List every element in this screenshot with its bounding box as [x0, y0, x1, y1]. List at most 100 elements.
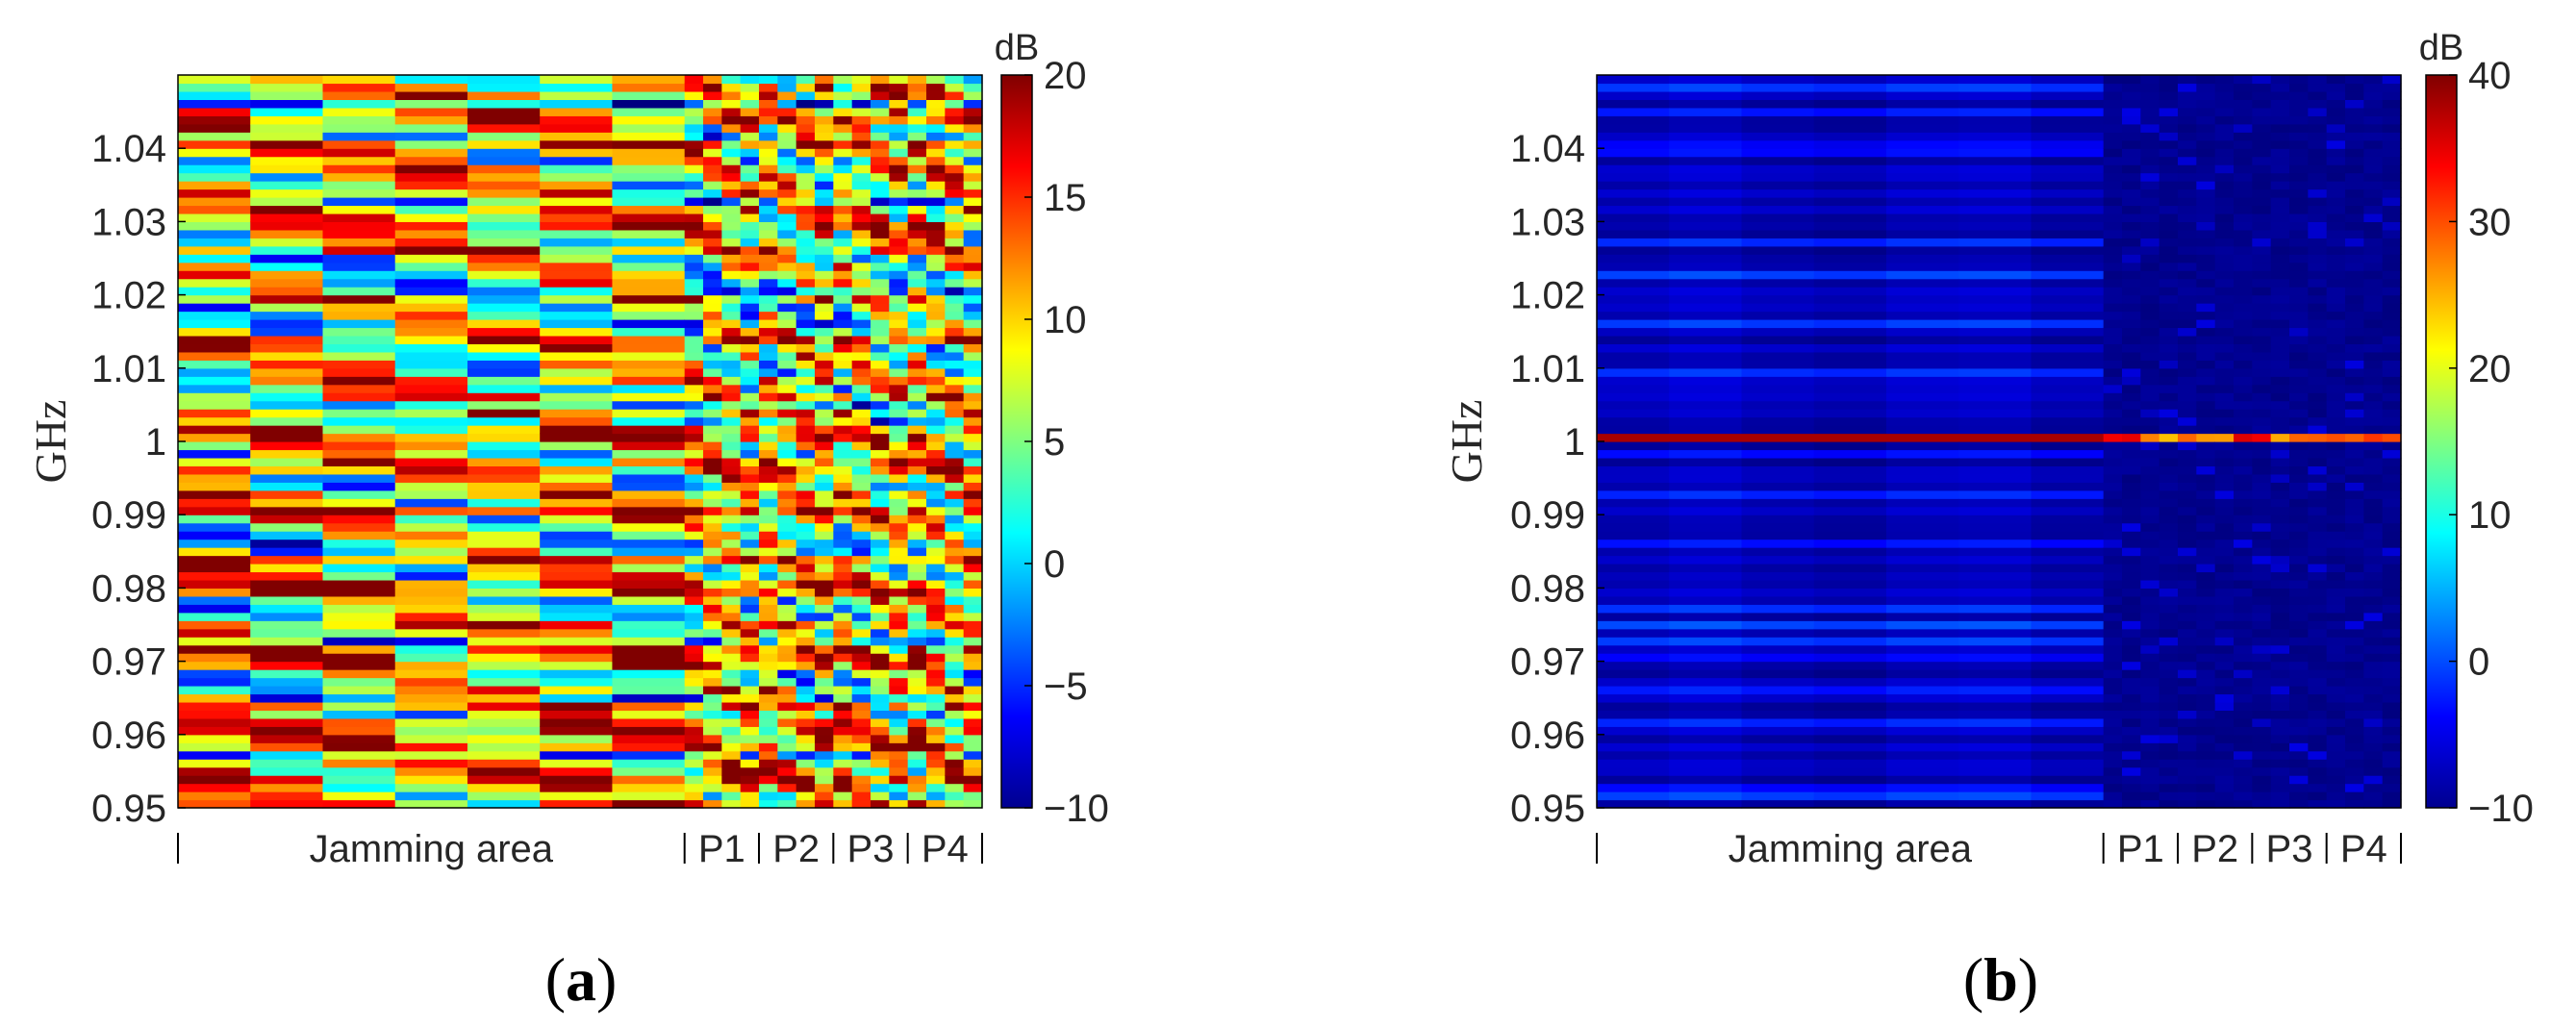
heatmap-cell	[1813, 473, 1887, 483]
heatmap-cell	[2178, 759, 2197, 768]
heatmap-cell	[945, 701, 965, 711]
heatmap-cell	[1741, 604, 1815, 614]
heatmap-cell	[467, 547, 541, 557]
heatmap-cell	[2178, 425, 2197, 435]
heatmap-cell	[2196, 287, 2216, 296]
heatmap-cell	[2270, 90, 2290, 100]
heatmap-cell	[2159, 433, 2179, 442]
heatmap-cell	[2196, 750, 2216, 760]
heatmap-cell	[2382, 473, 2402, 483]
heatmap-cell	[1885, 661, 1959, 670]
heatmap-cell	[684, 531, 704, 540]
heatmap-cell	[815, 115, 834, 125]
heatmap-cell	[945, 766, 965, 776]
heatmap-cell	[833, 229, 853, 238]
heatmap-cell	[250, 734, 324, 743]
heatmap-cell	[871, 392, 890, 402]
heatmap-cell	[759, 571, 778, 581]
heatmap-cell	[796, 384, 816, 393]
heatmap-cell	[2103, 637, 2123, 646]
heatmap-cell	[2382, 799, 2402, 809]
heatmap-cell	[777, 270, 797, 280]
heatmap-cell	[2345, 181, 2364, 190]
heatmap-cell	[2234, 400, 2253, 410]
heatmap-cell	[2122, 172, 2141, 182]
heatmap-cell	[612, 547, 686, 557]
heatmap-cell	[540, 620, 614, 630]
heatmap-cell	[2363, 489, 2384, 499]
heatmap-cell	[2270, 604, 2290, 614]
heatmap-cell	[2382, 139, 2402, 149]
heatmap-cell	[540, 571, 614, 581]
heatmap-cell	[178, 612, 251, 621]
heatmap-cell	[963, 759, 983, 768]
heatmap-cell	[2289, 759, 2309, 768]
heatmap-cell	[2122, 677, 2141, 687]
heatmap-cell	[2308, 677, 2328, 687]
heatmap-cell	[2214, 238, 2235, 247]
heatmap-cell	[2234, 367, 2253, 377]
heatmap-cell	[1741, 139, 1815, 149]
heatmap-cell	[2178, 311, 2197, 320]
heatmap-cell	[2214, 123, 2235, 133]
heatmap-cell	[612, 759, 686, 768]
heatmap-cell	[2196, 717, 2216, 727]
heatmap-cell	[2270, 775, 2290, 785]
heatmap-cell	[703, 75, 722, 85]
heatmap-cell	[2326, 107, 2346, 116]
heatmap-cell	[684, 644, 704, 654]
heatmap-cell	[684, 188, 704, 198]
heatmap-cell	[1813, 595, 1887, 605]
heatmap-cell	[721, 498, 742, 508]
heatmap-cell	[926, 759, 946, 768]
heatmap-cell	[2214, 278, 2235, 288]
heatmap-cell	[684, 360, 704, 369]
heatmap-cell	[2214, 653, 2235, 663]
heatmap-cell	[889, 287, 909, 296]
heatmap-cell	[2270, 335, 2290, 344]
heatmap-cell	[777, 360, 797, 369]
heatmap-cell	[889, 384, 909, 393]
heatmap-cell	[1958, 132, 2033, 141]
heatmap-cell	[871, 287, 890, 296]
heatmap-cell	[907, 205, 927, 214]
heatmap-cell	[777, 588, 797, 597]
heatmap-cell	[703, 425, 722, 435]
heatmap-cell	[2159, 644, 2179, 654]
heatmap-cell	[684, 205, 704, 214]
heatmap-cell	[759, 539, 778, 548]
heatmap-cell	[907, 107, 927, 116]
heatmap-cell	[907, 164, 927, 174]
heatmap-cell	[322, 465, 396, 475]
heatmap-cell	[871, 498, 890, 508]
heatmap-cell	[2122, 164, 2141, 174]
heatmap-cell	[2252, 742, 2272, 752]
heatmap-cell	[2234, 90, 2253, 100]
y-tick-label: 1.01	[1510, 348, 1585, 390]
heatmap-cell	[703, 416, 722, 426]
heatmap-cell	[2196, 644, 2216, 654]
heatmap-cell	[815, 555, 834, 565]
heatmap-cell	[2214, 409, 2235, 418]
heatmap-cell	[1813, 205, 1887, 214]
heatmap-cell	[945, 376, 965, 386]
heatmap-cell	[394, 416, 468, 426]
heatmap-cell	[871, 653, 890, 663]
heatmap-cell	[721, 686, 742, 695]
heatmap-cell	[2140, 539, 2160, 548]
heatmap-cell	[394, 90, 468, 100]
heatmap-cell	[703, 90, 722, 100]
heatmap-cell	[2140, 726, 2160, 736]
heatmap-cell	[2196, 693, 2216, 703]
heatmap-cell	[759, 710, 778, 719]
heatmap-cell	[740, 637, 760, 646]
heatmap-cell	[178, 238, 251, 247]
heatmap-cell	[394, 677, 468, 687]
heatmap-cell	[1741, 360, 1815, 369]
heatmap-cell	[1597, 245, 1670, 255]
heatmap-cell	[2234, 489, 2253, 499]
heatmap-cell	[2159, 514, 2179, 524]
heatmap-cell	[833, 449, 853, 459]
heatmap-cell	[2270, 717, 2290, 727]
